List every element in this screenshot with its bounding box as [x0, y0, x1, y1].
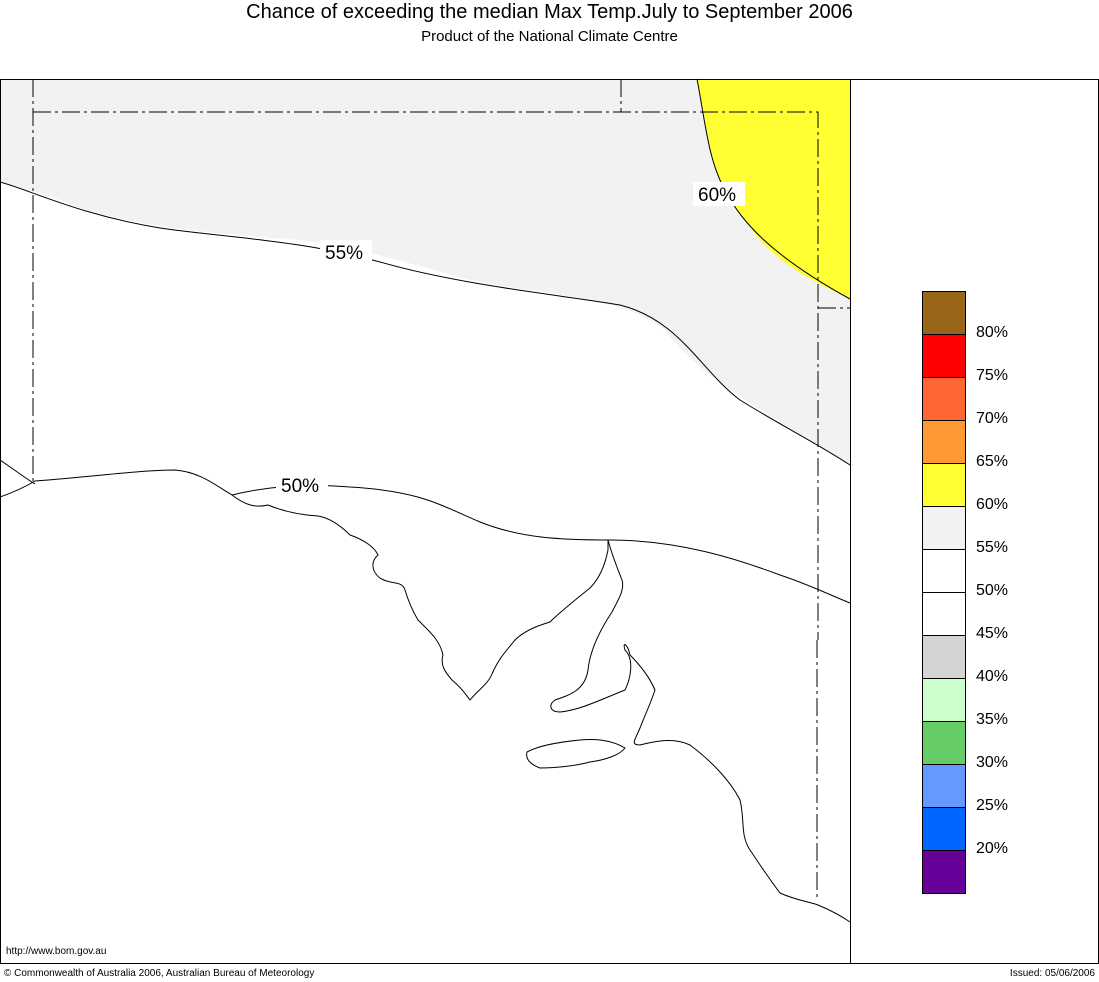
- label-60-bg: [693, 182, 745, 206]
- map-title: Chance of exceeding the median Max Temp.…: [246, 1, 853, 23]
- legend-label: 40%: [976, 668, 1009, 685]
- legend-label: 80%: [976, 324, 1009, 341]
- legend-label: 35%: [976, 711, 1009, 728]
- legend-swatch: [922, 464, 966, 507]
- contour-label-60: 60%: [698, 185, 736, 206]
- legend-swatch: [922, 378, 966, 421]
- legend-swatch: [922, 765, 966, 808]
- contour-line-edge: [0, 459, 36, 485]
- legend-label: 25%: [976, 797, 1009, 814]
- legend-label: 20%: [976, 840, 1009, 857]
- zone-60-65: [697, 79, 850, 299]
- legend-label: 30%: [976, 754, 1009, 771]
- legend-label: 50%: [976, 582, 1009, 599]
- legend-swatch: [922, 808, 966, 851]
- legend-swatch: [922, 507, 966, 550]
- label-55-bg: [320, 240, 372, 264]
- source-url: http://www.bom.gov.au: [6, 946, 107, 957]
- legend-label: 70%: [976, 410, 1009, 427]
- label-50-bg: [276, 473, 328, 497]
- island-outline: [526, 739, 626, 769]
- legend-label: 45%: [976, 625, 1009, 642]
- legend-swatch: [922, 421, 966, 464]
- map-subtitle: Product of the National Climate Centre: [421, 28, 678, 45]
- contour-label-50: 50%: [281, 476, 319, 497]
- legend-swatch: [922, 550, 966, 593]
- color-legend: [922, 291, 966, 894]
- contour-line-55: [0, 181, 851, 466]
- zone-55-60: [0, 79, 850, 465]
- legend-frame: [850, 79, 1099, 964]
- legend-swatch: [922, 291, 966, 335]
- legend-label: 75%: [976, 367, 1009, 384]
- legend-swatch: [922, 636, 966, 679]
- legend-label: 60%: [976, 496, 1009, 513]
- boundary-dashed: [32, 79, 850, 900]
- contour-line-50: [0, 469, 851, 604]
- legend-swatch: [922, 679, 966, 722]
- legend-label: 65%: [976, 453, 1009, 470]
- coastline: [231, 494, 851, 923]
- legend-label: 55%: [976, 539, 1009, 556]
- legend-swatch: [922, 851, 966, 894]
- legend-swatch: [922, 722, 966, 765]
- legend-swatch: [922, 335, 966, 378]
- issued-date: Issued: 05/06/2006: [1009, 968, 1095, 979]
- contour-label-55: 55%: [325, 243, 363, 264]
- copyright-notice: © Commonwealth of Australia 2006, Austra…: [4, 968, 315, 979]
- legend-swatch: [922, 593, 966, 636]
